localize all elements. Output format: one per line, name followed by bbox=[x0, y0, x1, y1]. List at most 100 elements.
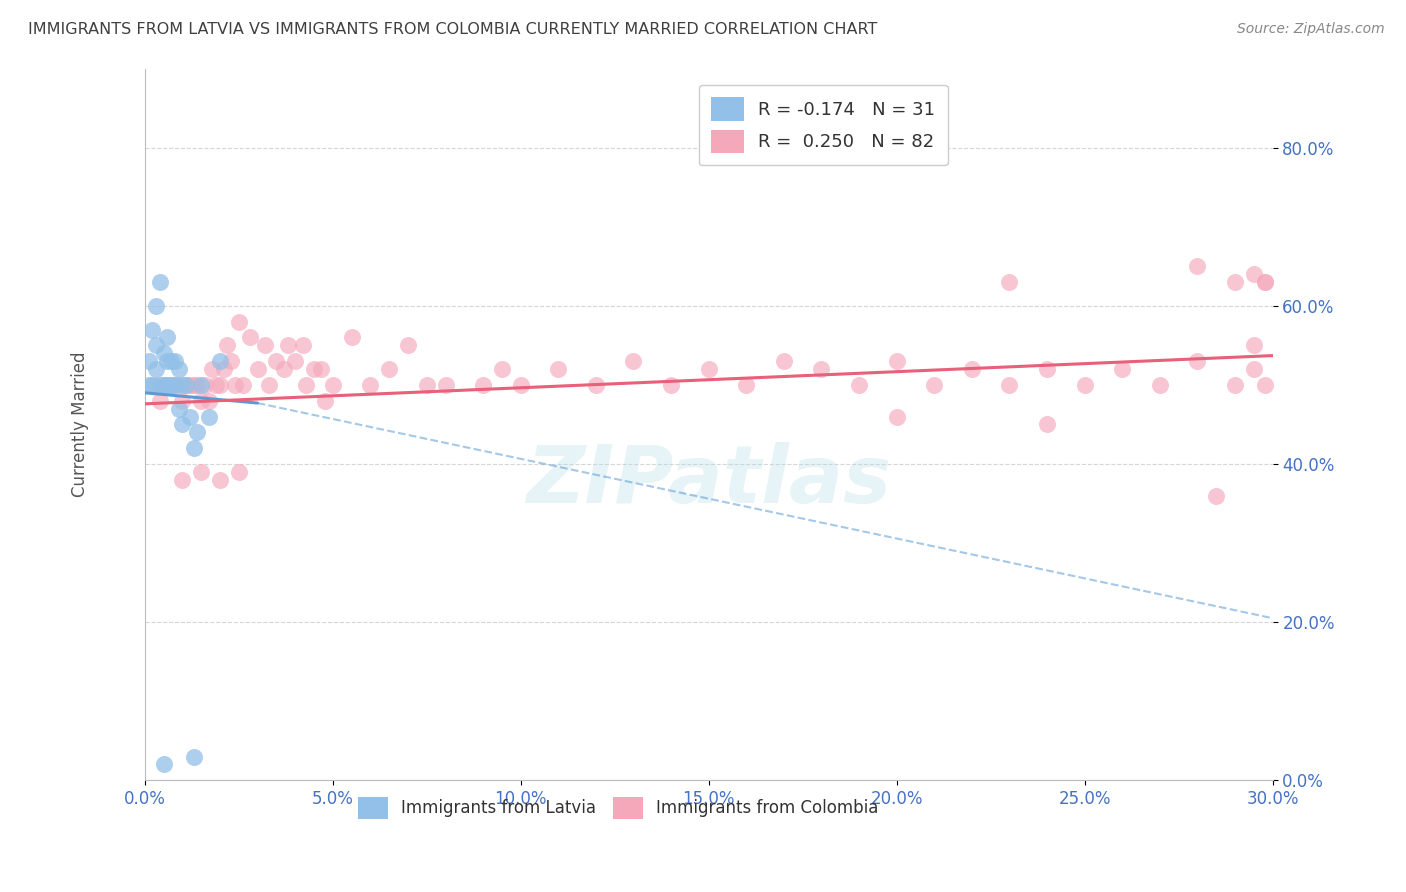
Point bbox=[1187, 259, 1209, 273]
Point bbox=[1205, 489, 1227, 503]
Point bbox=[208, 377, 231, 392]
Point bbox=[1223, 275, 1246, 289]
Point bbox=[231, 377, 253, 392]
Point bbox=[145, 362, 167, 376]
Point bbox=[277, 338, 299, 352]
Point bbox=[1036, 362, 1059, 376]
Point bbox=[1036, 417, 1059, 432]
Point bbox=[1243, 362, 1265, 376]
Point bbox=[246, 362, 269, 376]
Point bbox=[239, 330, 262, 344]
Point bbox=[141, 322, 163, 336]
Point bbox=[160, 377, 183, 392]
Point bbox=[186, 377, 208, 392]
Point bbox=[659, 377, 682, 392]
Legend: Immigrants from Latvia, Immigrants from Colombia: Immigrants from Latvia, Immigrants from … bbox=[352, 790, 886, 825]
Point bbox=[160, 377, 183, 392]
Point bbox=[197, 409, 219, 424]
Point bbox=[998, 377, 1021, 392]
Point bbox=[183, 749, 205, 764]
Point bbox=[491, 362, 513, 376]
Point bbox=[623, 354, 645, 368]
Point bbox=[183, 441, 205, 455]
Point bbox=[1073, 377, 1095, 392]
Point bbox=[172, 393, 194, 408]
Point bbox=[160, 354, 183, 368]
Point bbox=[416, 377, 439, 392]
Point bbox=[145, 299, 167, 313]
Point bbox=[186, 425, 208, 440]
Text: Source: ZipAtlas.com: Source: ZipAtlas.com bbox=[1237, 22, 1385, 37]
Point bbox=[340, 330, 363, 344]
Point bbox=[773, 354, 796, 368]
Point bbox=[1187, 354, 1209, 368]
Point bbox=[217, 338, 239, 352]
Point bbox=[295, 377, 318, 392]
Point bbox=[1111, 362, 1133, 376]
Point bbox=[149, 275, 172, 289]
Point bbox=[179, 377, 201, 392]
Point bbox=[201, 362, 224, 376]
Point bbox=[998, 275, 1021, 289]
Text: IMMIGRANTS FROM LATVIA VS IMMIGRANTS FROM COLOMBIA CURRENTLY MARRIED CORRELATION: IMMIGRANTS FROM LATVIA VS IMMIGRANTS FRO… bbox=[28, 22, 877, 37]
Point bbox=[1254, 275, 1277, 289]
Point bbox=[273, 362, 295, 376]
Point bbox=[302, 362, 325, 376]
Point bbox=[1243, 338, 1265, 352]
Point bbox=[197, 393, 219, 408]
Point bbox=[585, 377, 607, 392]
Point bbox=[359, 377, 381, 392]
Point bbox=[138, 377, 160, 392]
Point bbox=[284, 354, 307, 368]
Point bbox=[172, 417, 194, 432]
Point bbox=[156, 377, 179, 392]
Point bbox=[886, 409, 908, 424]
Point bbox=[257, 377, 280, 392]
Point bbox=[149, 393, 172, 408]
Point bbox=[735, 377, 758, 392]
Point bbox=[886, 354, 908, 368]
Point bbox=[152, 377, 174, 392]
Text: ZIPatlas: ZIPatlas bbox=[526, 442, 891, 520]
Point bbox=[1243, 267, 1265, 281]
Point bbox=[145, 338, 167, 352]
Point bbox=[322, 377, 344, 392]
Point bbox=[167, 377, 190, 392]
Point bbox=[208, 354, 231, 368]
Point bbox=[138, 354, 160, 368]
Point bbox=[163, 377, 186, 392]
Point bbox=[1254, 377, 1277, 392]
Point bbox=[141, 377, 163, 392]
Point bbox=[922, 377, 945, 392]
Point bbox=[152, 377, 174, 392]
Point bbox=[228, 315, 250, 329]
Point bbox=[183, 377, 205, 392]
Point bbox=[1254, 275, 1277, 289]
Point bbox=[145, 377, 167, 392]
Point bbox=[190, 377, 212, 392]
Point bbox=[174, 377, 197, 392]
Point bbox=[434, 377, 457, 392]
Point bbox=[190, 465, 212, 479]
Point bbox=[266, 354, 288, 368]
Point bbox=[810, 362, 832, 376]
Point bbox=[174, 377, 197, 392]
Point bbox=[212, 362, 235, 376]
Point bbox=[396, 338, 419, 352]
Point bbox=[156, 354, 179, 368]
Point bbox=[190, 393, 212, 408]
Point bbox=[219, 354, 242, 368]
Point bbox=[848, 377, 870, 392]
Point bbox=[509, 377, 531, 392]
Point bbox=[156, 377, 179, 392]
Point bbox=[291, 338, 314, 352]
Point bbox=[179, 409, 201, 424]
Point bbox=[163, 377, 186, 392]
Point bbox=[205, 377, 228, 392]
Point bbox=[172, 377, 194, 392]
Point bbox=[194, 377, 217, 392]
Point bbox=[314, 393, 336, 408]
Point bbox=[1223, 377, 1246, 392]
Point bbox=[697, 362, 720, 376]
Point bbox=[311, 362, 333, 376]
